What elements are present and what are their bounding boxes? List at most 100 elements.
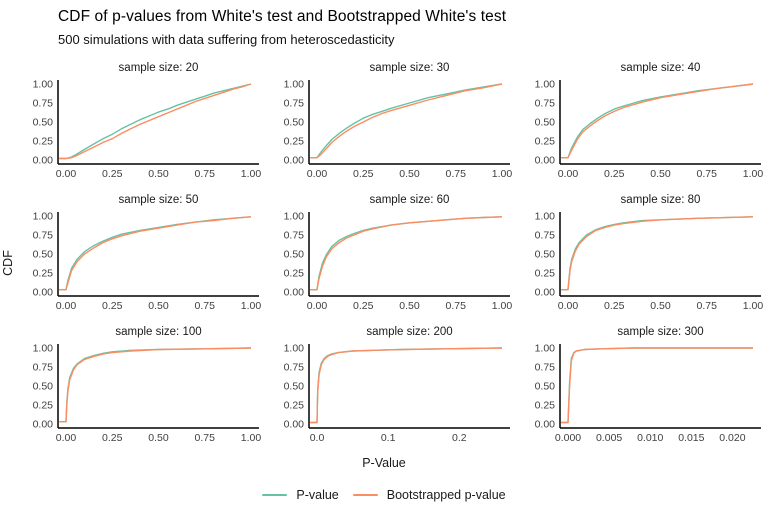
x-tick-label: 0.00 [558, 168, 579, 180]
x-tick-label: 0.25 [102, 168, 123, 180]
x-tick-label: 0.50 [399, 168, 420, 180]
x-tick-label: 0.005 [596, 432, 622, 444]
chart-title: CDF of p-values from White's test and Bo… [58, 8, 507, 25]
y-tick-label: 0.00 [33, 155, 54, 167]
y-tick-label: 0.75 [33, 98, 54, 110]
y-tick-label: 0.25 [535, 136, 556, 148]
facet-panel-sample-size-60: sample size: 60 0.00 0.25 0.50 0.75 1.00 0.00 0… [265, 190, 516, 322]
series-line-p-value [59, 216, 252, 291]
y-tick-label: 0.00 [284, 287, 305, 299]
x-tick-label: 0.00 [56, 432, 77, 444]
legend-item-bootstrapped-p-value: Bootstrapped p-value [352, 488, 506, 502]
y-tick-label: 1.00 [535, 211, 556, 223]
x-tick-label: 0.75 [446, 168, 467, 180]
x-tick-label: 0.00 [558, 300, 579, 312]
y-tick-label: 1.00 [284, 343, 305, 355]
x-tick-label: 1.00 [241, 300, 262, 312]
y-tick-label: 1.00 [33, 211, 54, 223]
series-line-p-value [561, 83, 754, 159]
series-line-bootstrapped-p-value [59, 347, 252, 423]
series-line-bootstrapped-p-value [59, 216, 252, 291]
facet-strip-label: sample size: 100 [115, 326, 201, 338]
x-tick-label: 0.50 [650, 300, 671, 312]
bootstrapped-p-value-line-swatch [352, 493, 378, 497]
facet-plot: sample size: 60 0.00 0.25 0.50 0.75 1.00 0.00 0… [284, 194, 513, 312]
y-tick-label: 0.75 [535, 230, 556, 242]
facet-plot: sample size: 300 0.00 0.25 0.50 0.75 1.00 0.00… [535, 326, 761, 444]
series-line-bootstrapped-p-value [561, 83, 754, 159]
facet-panel-sample-size-30: sample size: 30 0.00 0.25 0.50 0.75 1.00 0.00 0… [265, 58, 516, 190]
y-tick-label: 0.25 [284, 268, 305, 280]
facet-panel-sample-size-100: sample size: 100 0.00 0.25 0.50 0.75 1.00 0.00… [14, 322, 265, 454]
facet-strip-label: sample size: 40 [621, 62, 701, 74]
facet-strip-label: sample size: 30 [370, 62, 450, 74]
x-tick-label: 1.00 [492, 300, 513, 312]
y-tick-label: 1.00 [535, 343, 556, 355]
facet-strip-label: sample size: 200 [366, 326, 452, 338]
series-line-p-value [310, 83, 503, 159]
series-line-p-value [561, 347, 753, 424]
y-tick-label: 0.25 [33, 136, 54, 148]
x-tick-label: 0.000 [555, 432, 581, 444]
x-tick-label: 0.020 [719, 432, 745, 444]
x-tick-label: 0.50 [148, 168, 169, 180]
series-line-p-value [561, 216, 754, 291]
y-tick-label: 0.00 [535, 287, 556, 299]
x-tick-label: 1.00 [743, 300, 764, 312]
y-tick-label: 0.75 [535, 98, 556, 110]
facet-strip-label: sample size: 20 [119, 62, 199, 74]
facet-plot: sample size: 100 0.00 0.25 0.50 0.75 1.00 0.00… [33, 326, 262, 444]
y-tick-label: 0.75 [535, 362, 556, 374]
facet-strip-label: sample size: 80 [621, 194, 701, 206]
x-tick-label: 0.2 [452, 432, 467, 444]
facet-panel-sample-size-200: sample size: 200 0.00 0.25 0.50 0.75 1.00 0.0 0… [265, 322, 516, 454]
y-tick-label: 0.75 [284, 230, 305, 242]
x-axis-title: P-Value [362, 456, 406, 470]
facet-grid: sample size: 20 0.00 0.25 0.50 0.75 1.00 0.00 0… [14, 58, 768, 454]
series-line-bootstrapped-p-value [59, 83, 252, 160]
y-tick-label: 0.25 [33, 268, 54, 280]
facet-panel-sample-size-20: sample size: 20 0.00 0.25 0.50 0.75 1.00 0.00 0… [14, 58, 265, 190]
y-tick-label: 1.00 [33, 79, 54, 91]
x-tick-label: 0.25 [353, 300, 374, 312]
y-tick-label: 0.50 [284, 381, 305, 393]
y-tick-label: 0.25 [284, 400, 305, 412]
legend-item-p-value: P-value [262, 488, 339, 502]
facet-panel-sample-size-40: sample size: 40 0.00 0.25 0.50 0.75 1.00 0.00 0… [516, 58, 767, 190]
facet-plot: sample size: 50 0.00 0.25 0.50 0.75 1.00 0.00 0… [33, 194, 262, 312]
x-tick-label: 0.00 [56, 300, 77, 312]
series-line-p-value [59, 83, 252, 160]
x-tick-label: 0.75 [195, 432, 216, 444]
x-tick-label: 0.50 [650, 168, 671, 180]
facet-panel-sample-size-80: sample size: 80 0.00 0.25 0.50 0.75 1.00 0.00 0… [516, 190, 767, 322]
facet-plot: sample size: 20 0.00 0.25 0.50 0.75 1.00 0.00 0… [33, 62, 262, 180]
x-tick-label: 0.25 [102, 432, 123, 444]
x-tick-label: 0.25 [353, 168, 374, 180]
x-tick-label: 0.1 [381, 432, 396, 444]
x-tick-label: 0.75 [195, 168, 216, 180]
facet-plot: sample size: 30 0.00 0.25 0.50 0.75 1.00 0.00 0… [284, 62, 513, 180]
y-tick-label: 0.50 [33, 381, 54, 393]
series-line-p-value [310, 216, 503, 291]
x-tick-label: 1.00 [492, 168, 513, 180]
x-tick-label: 0.25 [604, 300, 625, 312]
x-tick-label: 0.015 [678, 432, 704, 444]
y-tick-label: 0.25 [33, 400, 54, 412]
x-tick-label: 0.0 [310, 432, 325, 444]
series-line-bootstrapped-p-value [310, 83, 503, 159]
y-tick-label: 0.25 [284, 136, 305, 148]
chart-header: CDF of p-values from White's test and Bo… [0, 0, 768, 56]
y-tick-label: 0.00 [535, 419, 556, 431]
y-tick-label: 0.00 [33, 287, 54, 299]
facet-plot: sample size: 40 0.00 0.25 0.50 0.75 1.00 0.00 0… [535, 62, 764, 180]
facet-plot: sample size: 80 0.00 0.25 0.50 0.75 1.00 0.00 0… [535, 194, 764, 312]
x-tick-label: 1.00 [241, 168, 262, 180]
facet-strip-label: sample size: 50 [119, 194, 199, 206]
y-tick-label: 0.50 [284, 249, 305, 261]
x-tick-label: 0.00 [307, 168, 328, 180]
series-line-bootstrapped-p-value [561, 216, 754, 291]
x-tick-label: 0.50 [148, 432, 169, 444]
x-tick-label: 0.25 [102, 300, 123, 312]
series-line-bootstrapped-p-value [561, 347, 753, 424]
series-line-p-value [59, 347, 252, 423]
